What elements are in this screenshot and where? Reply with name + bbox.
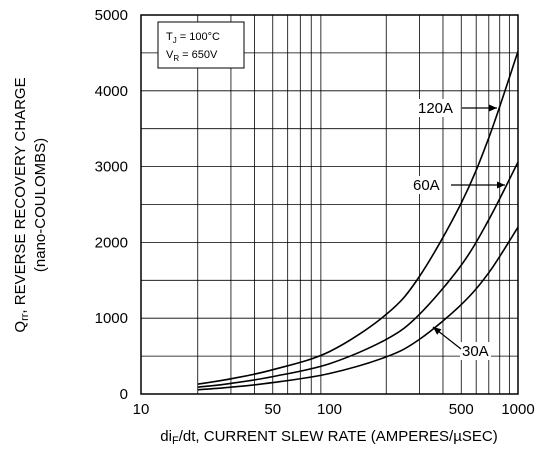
grid (141, 15, 518, 394)
y-axis-label-line2: (nano-COULOMBS) (32, 138, 49, 272)
conditions-box: TJ = 100°C VR = 650V (157, 21, 245, 69)
y-tick-label: 5000 (95, 7, 128, 24)
x-tick-label: 50 (264, 401, 281, 418)
series-curves (197, 51, 519, 391)
annotation-bg (460, 342, 491, 360)
annotation-arrow-head (433, 327, 442, 335)
y-tick-label: 1000 (95, 310, 128, 327)
annotation-label-30a: 30A (462, 343, 489, 360)
y-tick-label: 3000 (95, 159, 128, 176)
condition-tj: TJ = 100°C (166, 31, 220, 45)
series-line-30a (197, 226, 519, 391)
annotation-arrow-head (497, 181, 505, 189)
x-tick-label: 100 (317, 401, 342, 418)
y-tick-label: 2000 (95, 234, 128, 251)
x-tick-label: 10 (133, 401, 150, 418)
y-tick-label: 0 (120, 386, 128, 403)
curve-annotations: 120A 60A 30A (411, 99, 505, 360)
x-tick-label: 500 (449, 401, 474, 418)
x-tick-label: 1000 (501, 401, 534, 418)
series-line-120a (197, 51, 519, 385)
y-tick-label: 4000 (95, 83, 128, 100)
condition-vr: VR = 650V (166, 49, 218, 63)
y-axis-label-line1: Qrr, REVERSE RECOVERY CHARGE (12, 77, 31, 332)
annotation-bg (416, 99, 456, 117)
tick-labels: 10 50 100 500 1000 0 1000 2000 3000 4000 5000 (95, 7, 535, 418)
annotation-bg (411, 176, 442, 194)
annotation-label-120a: 120A (418, 100, 453, 117)
series-line-60a (197, 161, 519, 388)
plot-frame (140, 14, 519, 395)
annotation-label-60a: 60A (413, 177, 440, 194)
y-axis-label: Qrr, REVERSE RECOVERY CHARGE (nano-COULO… (12, 77, 49, 332)
annotation-arrow-head (489, 104, 497, 112)
x-axis-label: diF/dt, CURRENT SLEW RATE (AMPERES/µSEC) (160, 428, 497, 447)
